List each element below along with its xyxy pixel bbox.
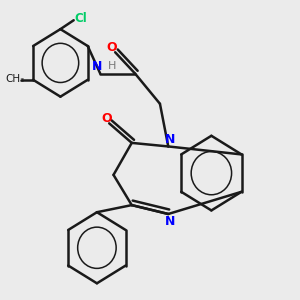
Text: N: N [165, 133, 175, 146]
Text: N: N [92, 60, 102, 73]
Text: O: O [106, 41, 117, 54]
Text: O: O [101, 112, 112, 124]
Text: Cl: Cl [75, 12, 87, 25]
Text: N: N [165, 215, 175, 228]
Text: H: H [108, 61, 116, 71]
Text: CH₃: CH₃ [5, 74, 24, 84]
